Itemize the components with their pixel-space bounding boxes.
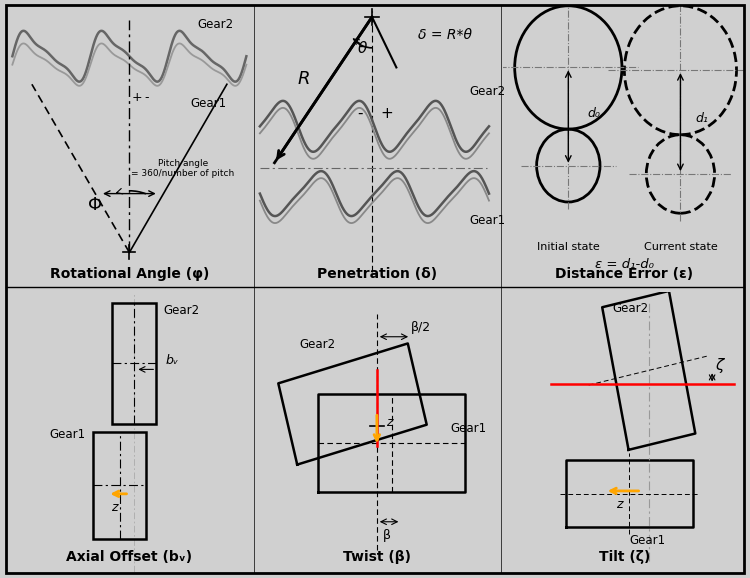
Text: Current state: Current state — [644, 242, 717, 251]
Text: Gear1: Gear1 — [190, 97, 226, 110]
Text: Pitch angle
= 360/number of pitch: Pitch angle = 360/number of pitch — [131, 159, 235, 178]
Text: Gear1: Gear1 — [629, 534, 665, 547]
Text: Gear2: Gear2 — [612, 302, 648, 314]
Text: z: z — [616, 498, 622, 511]
Text: Gear2: Gear2 — [298, 338, 335, 351]
Text: Gear1: Gear1 — [450, 422, 486, 435]
Text: β/2: β/2 — [411, 321, 430, 334]
Text: R: R — [298, 71, 310, 88]
Text: Gear1: Gear1 — [49, 428, 85, 440]
Text: δ = R*θ: δ = R*θ — [419, 28, 472, 42]
Text: Axial Offset (bᵥ): Axial Offset (bᵥ) — [66, 550, 193, 564]
Text: ε = d₁-d₀: ε = d₁-d₀ — [595, 258, 654, 271]
Text: Tilt (ζ): Tilt (ζ) — [598, 550, 650, 564]
Text: d₁: d₁ — [695, 112, 708, 125]
Text: Rotational Angle (φ): Rotational Angle (φ) — [50, 266, 209, 280]
Text: Φ: Φ — [88, 196, 102, 214]
Text: Gear2: Gear2 — [470, 86, 506, 98]
Text: +: + — [131, 91, 142, 104]
Text: d₀: d₀ — [588, 106, 601, 120]
Text: Gear2: Gear2 — [198, 18, 234, 31]
Text: -: - — [357, 106, 362, 121]
Text: θ: θ — [358, 42, 367, 57]
Text: -: - — [144, 91, 148, 104]
Text: Distance Error (ε): Distance Error (ε) — [555, 266, 694, 280]
Text: Gear1: Gear1 — [470, 214, 506, 227]
Text: Twist (β): Twist (β) — [343, 550, 411, 564]
Text: Penetration (δ): Penetration (δ) — [316, 266, 437, 280]
Bar — [93, 432, 146, 539]
Text: bᵥ: bᵥ — [166, 354, 179, 367]
Text: +: + — [380, 106, 393, 121]
Bar — [112, 303, 156, 424]
Text: Gear2: Gear2 — [164, 304, 200, 317]
Text: z: z — [386, 416, 392, 429]
Text: z: z — [112, 501, 118, 514]
Text: β: β — [382, 528, 391, 542]
Text: Initial state: Initial state — [537, 242, 600, 251]
Text: ζ: ζ — [716, 358, 724, 373]
